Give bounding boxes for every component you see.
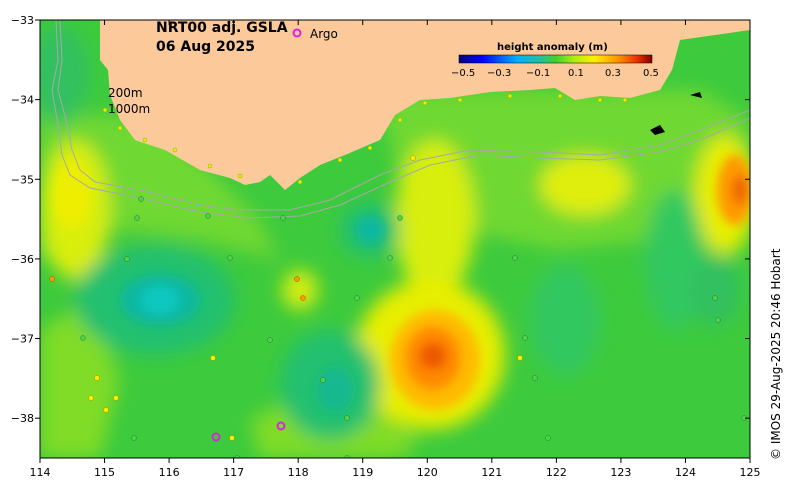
y-tick-label: −38 xyxy=(11,412,34,425)
y-tick-label: −34 xyxy=(11,94,34,107)
y-axis: −33 −34 −35 −36 −37 −38 xyxy=(11,14,750,425)
observation-points xyxy=(80,196,747,458)
x-tick-label: 119 xyxy=(352,466,373,479)
x-tick-label: 124 xyxy=(675,466,696,479)
copyright-credit: © IMOS 29-Aug-2025 20:46 Hobart xyxy=(769,248,783,460)
argo-float xyxy=(211,432,221,442)
bathymetry-contours xyxy=(51,20,750,219)
contour-label-1000m: 1000m xyxy=(108,102,150,116)
x-tick-label: 117 xyxy=(223,466,244,479)
argo-label: Argo xyxy=(310,27,338,41)
colorbar xyxy=(458,54,653,64)
y-tick-label: −36 xyxy=(11,253,34,266)
colorbar-title: height anomaly (m) xyxy=(497,42,608,53)
map-title-line1: NRT00 adj. GSLA xyxy=(156,20,288,36)
argo-legend-marker xyxy=(292,28,302,38)
colorbar-tick: −0.5 xyxy=(451,68,475,79)
x-axis: 114 115 116 117 118 119 120 121 122 123 124 125 xyxy=(30,20,761,479)
argo-float xyxy=(276,421,286,431)
x-tick-label: 118 xyxy=(288,466,309,479)
x-tick-label: 125 xyxy=(740,466,761,479)
x-tick-label: 121 xyxy=(481,466,502,479)
argo-floats xyxy=(211,28,302,442)
x-tick-label: 120 xyxy=(417,466,438,479)
map-title-line2: 06 Aug 2025 xyxy=(156,39,255,55)
coastal-stations xyxy=(102,93,628,185)
y-tick-label: −37 xyxy=(11,333,34,346)
y-tick-label: −33 xyxy=(11,14,34,27)
colorbar-tick: 0.1 xyxy=(568,68,584,79)
colorbar-tick: 0.5 xyxy=(643,68,659,79)
x-tick-label: 122 xyxy=(546,466,567,479)
y-tick-label: −35 xyxy=(11,173,34,186)
colorbar-tick: −0.1 xyxy=(526,68,550,79)
x-tick-label: 123 xyxy=(610,466,631,479)
contour-label-200m: 200m xyxy=(108,86,143,100)
plot-area: NRT00 adj. GSLA 06 Aug 2025 Argo 200m 10… xyxy=(40,20,750,458)
colorbar-tick: 0.3 xyxy=(605,68,621,79)
x-tick-label: 115 xyxy=(94,466,115,479)
x-tick-label: 116 xyxy=(159,466,180,479)
colorbar-tick: −0.3 xyxy=(487,68,511,79)
colorbar-legend: height anomaly (m) −0.5 −0.3 −0.1 0.1 0.… xyxy=(451,42,659,79)
plot-frame xyxy=(39,19,751,459)
x-tick-label: 114 xyxy=(30,466,51,479)
